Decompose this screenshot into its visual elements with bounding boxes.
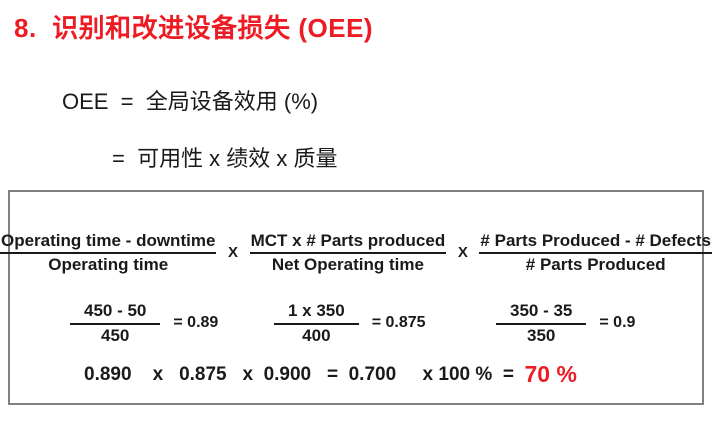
quality-example-numerator: 350 - 35 bbox=[496, 301, 587, 325]
quality-example-fraction: 350 - 35 350 bbox=[496, 301, 587, 345]
availability-fraction: Operating time - downtime Operating time bbox=[0, 231, 217, 274]
availability-example-numerator: 450 - 50 bbox=[70, 301, 161, 325]
performance-example: 1 x 350 400 = 0.875 bbox=[274, 301, 426, 345]
multiply-sign-2: X bbox=[457, 243, 468, 261]
availability-example-fraction: 450 - 50 450 bbox=[70, 301, 161, 345]
quality-numerator: # Parts Produced - # Defects bbox=[479, 231, 712, 254]
availability-example-denominator: 450 bbox=[101, 325, 130, 345]
quality-example-denominator: 350 bbox=[527, 325, 556, 345]
multiply-sign-1: X bbox=[228, 243, 239, 261]
oee-formula-box bbox=[8, 190, 704, 405]
performance-example-result: = 0.875 bbox=[371, 313, 426, 331]
oee-result-value: 70 % bbox=[524, 361, 577, 387]
oee-calculation-expression: 0.890 x 0.875 x 0.900 = 0.700 x 100 % = bbox=[84, 363, 525, 385]
quality-example: 350 - 35 350 = 0.9 bbox=[496, 301, 635, 345]
quality-example-result: = 0.9 bbox=[599, 313, 636, 331]
performance-example-fraction: 1 x 350 400 bbox=[274, 301, 359, 345]
performance-denominator: Net Operating time bbox=[271, 254, 424, 274]
oee-calculation-line: 0.890 x 0.875 x 0.900 = 0.700 x 100 % = … bbox=[84, 361, 577, 388]
page-title: 8. 识别和改进设备损失 (OEE) bbox=[14, 13, 374, 43]
quality-fraction: # Parts Produced - # Defects # Parts Pro… bbox=[479, 231, 712, 274]
quality-denominator: # Parts Produced bbox=[525, 254, 666, 274]
availability-example-result: = 0.89 bbox=[173, 313, 219, 331]
availability-numerator: Operating time - downtime bbox=[0, 231, 217, 254]
availability-example: 450 - 50 450 = 0.89 bbox=[70, 301, 218, 345]
performance-example-denominator: 400 bbox=[302, 325, 331, 345]
oee-components-line: = 可用性 x 绩效 x 质量 bbox=[112, 146, 338, 171]
oee-factors-row: Operating time - downtime Operating time… bbox=[0, 231, 712, 274]
performance-fraction: MCT x # Parts produced Net Operating tim… bbox=[249, 231, 447, 274]
performance-numerator: MCT x # Parts produced bbox=[249, 231, 447, 254]
availability-denominator: Operating time bbox=[48, 254, 169, 274]
performance-example-numerator: 1 x 350 bbox=[274, 301, 359, 325]
oee-definition-line: OEE = 全局设备效用 (%) bbox=[62, 89, 319, 114]
